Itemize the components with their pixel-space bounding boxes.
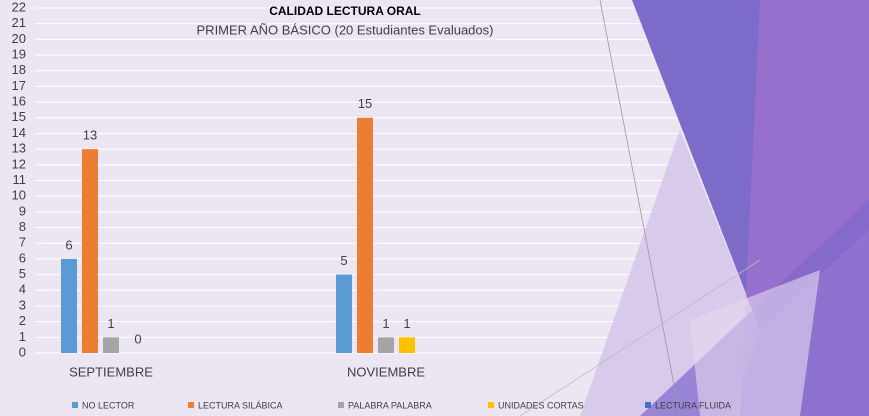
chart: 012345678910111213141516171819202122SEPT… — [0, 0, 869, 416]
legend-swatch — [338, 402, 344, 408]
legend-label: NO LECTOR — [82, 400, 135, 410]
legend-swatch — [488, 402, 494, 408]
y-tick-label: 13 — [12, 141, 26, 156]
legend-label: UNIDADES CORTAS — [498, 400, 584, 410]
legend-swatch — [188, 402, 194, 408]
bar — [103, 337, 119, 353]
y-tick-label: 4 — [19, 282, 26, 297]
bar — [82, 149, 98, 353]
legend-label: LECTURA FLUIDA — [655, 400, 731, 410]
bar — [399, 337, 415, 353]
bar — [61, 259, 77, 353]
y-tick-label: 6 — [19, 250, 26, 265]
y-tick-label: 1 — [19, 329, 26, 344]
bar — [357, 118, 373, 353]
x-tick-label: SEPTIEMBRE — [69, 364, 153, 379]
data-label: 6 — [65, 237, 72, 252]
data-label: 15 — [358, 96, 372, 111]
y-tick-label: 0 — [19, 344, 26, 359]
legend-label: LECTURA SILÁBICA — [198, 400, 283, 410]
chart-subtitle: PRIMER AÑO BÁSICO (20 Estudiantes Evalua… — [197, 22, 494, 37]
legend-label: PALABRA PALABRA — [348, 400, 432, 410]
y-tick-label: 16 — [12, 94, 26, 109]
y-tick-label: 5 — [19, 266, 26, 281]
data-label: 1 — [107, 316, 114, 331]
y-tick-label: 8 — [19, 219, 26, 234]
bar — [378, 337, 394, 353]
legend-swatch — [645, 402, 651, 408]
y-tick-label: 3 — [19, 297, 26, 312]
y-tick-label: 9 — [19, 203, 26, 218]
y-tick-label: 15 — [12, 109, 26, 124]
y-tick-label: 22 — [12, 0, 26, 14]
y-tick-label: 20 — [12, 31, 26, 46]
y-tick-label: 18 — [12, 62, 26, 77]
bar — [336, 275, 352, 353]
y-tick-label: 21 — [12, 15, 26, 30]
data-label: 0 — [134, 331, 141, 346]
y-tick-label: 10 — [12, 188, 26, 203]
y-tick-label: 14 — [12, 125, 26, 140]
data-label: 5 — [340, 253, 347, 268]
data-label: 1 — [403, 316, 410, 331]
y-tick-label: 19 — [12, 46, 26, 61]
legend-swatch — [72, 402, 78, 408]
data-label: 1 — [382, 316, 389, 331]
y-tick-label: 17 — [12, 78, 26, 93]
chart-title: CALIDAD LECTURA ORAL — [269, 4, 421, 18]
y-tick-label: 11 — [13, 172, 27, 187]
data-label: 13 — [83, 128, 97, 143]
x-tick-label: NOVIEMBRE — [347, 364, 425, 379]
y-tick-label: 7 — [19, 235, 26, 250]
y-tick-label: 2 — [19, 313, 26, 328]
y-tick-label: 12 — [12, 156, 26, 171]
